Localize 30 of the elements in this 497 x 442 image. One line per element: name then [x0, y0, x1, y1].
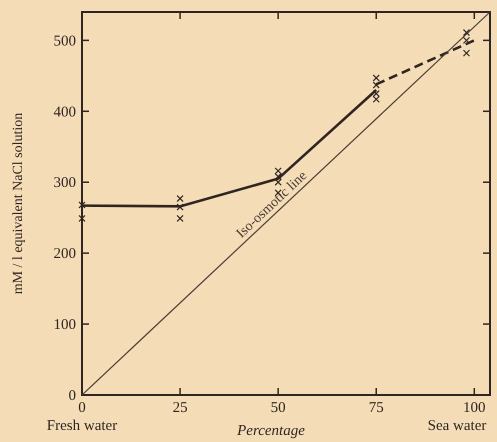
y-tick-label: 100	[54, 317, 76, 334]
x-tick-label: 25	[172, 400, 188, 416]
point	[176, 203, 184, 211]
y-tick-label: 300	[54, 175, 76, 192]
point	[372, 96, 380, 103]
point	[372, 74, 380, 82]
point	[78, 201, 86, 209]
y-tick-label: 200	[54, 246, 76, 262]
x-tick-label: 100	[463, 400, 486, 416]
point	[274, 178, 282, 186]
point	[462, 28, 470, 36]
x-tick-label: 75	[368, 400, 384, 416]
point	[462, 50, 470, 57]
text: Sea water	[428, 418, 486, 434]
y-tick-label: 400	[54, 104, 76, 120]
point	[462, 36, 470, 44]
point	[274, 172, 282, 180]
point	[78, 214, 86, 222]
point	[372, 90, 380, 98]
y-axis-title: mM / l equivalent NaCl solution	[11, 112, 26, 294]
x-tick-label: 0	[78, 400, 86, 416]
y-tick-label: 500	[54, 33, 76, 50]
point	[176, 194, 184, 202]
x-axis-title: Percentage	[236, 423, 306, 439]
x-tick-label: 50	[270, 400, 286, 416]
point	[274, 167, 282, 174]
text: Fresh water	[46, 418, 118, 434]
point	[372, 81, 380, 89]
point	[176, 214, 184, 222]
y-tick-label: 0	[68, 388, 76, 404]
